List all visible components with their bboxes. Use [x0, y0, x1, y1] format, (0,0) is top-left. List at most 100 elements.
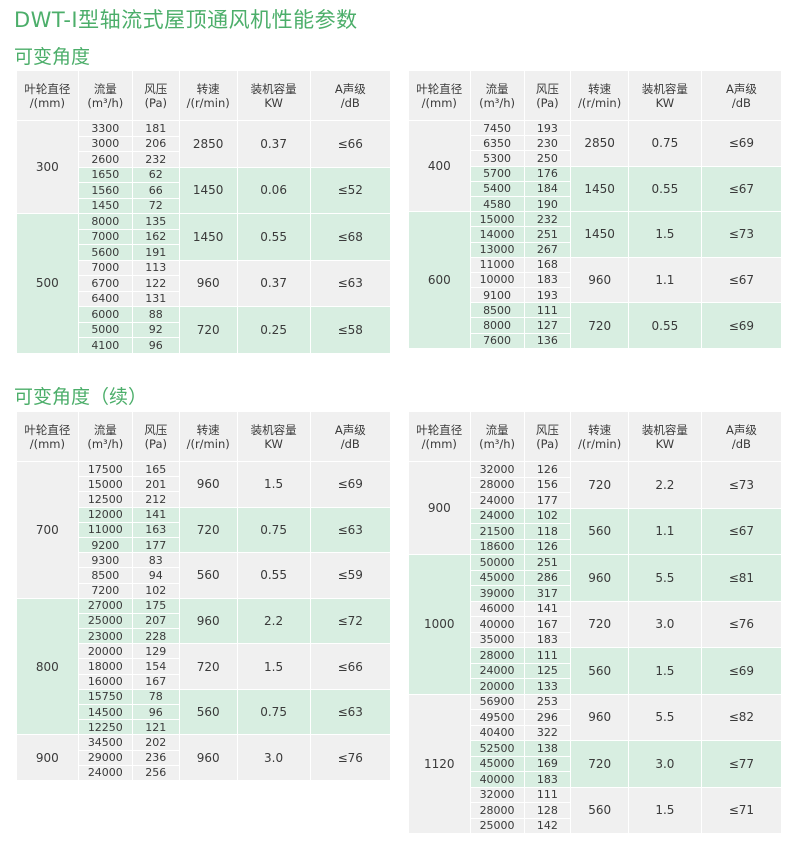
header-speed: 转速/(r/min) [178, 70, 238, 121]
table-row: 40000 167 [409, 616, 782, 633]
pressure-cell: 126 [523, 538, 572, 555]
flow-cell: 9200 [77, 536, 133, 554]
power-cell: 0.55 [628, 165, 702, 213]
pressure-cell: 66 [131, 182, 180, 199]
header-diameter-label: 叶轮直径 [24, 422, 71, 437]
header-diameter-unit: /(mm) [29, 95, 65, 110]
pressure-cell: 191 [131, 244, 180, 261]
flow-cell: 24000 [469, 662, 525, 679]
header-pressure-unit: (Pa) [144, 95, 168, 110]
table-row: 800 27000 175 960 2.2 ≤72 [16, 597, 392, 736]
flow-cell: 5700 [469, 165, 525, 182]
flow-cell: 32000 [469, 786, 525, 803]
diameter-cell: 300 [16, 120, 79, 214]
noise-cell: ≤68 [309, 213, 392, 261]
speed-cell: 2850 [570, 120, 630, 167]
header-noise-label: A声级 [334, 81, 366, 96]
flow-cell: 12250 [77, 719, 133, 736]
header-speed-label: 转速 [588, 422, 612, 437]
header-diameter-label: 叶轮直径 [416, 81, 463, 96]
pressure-cell: 253 [523, 693, 572, 710]
table-row: 40000 183 [409, 771, 782, 788]
flow-cell: 18000 [77, 658, 133, 675]
table-row: 18000 154 [17, 658, 391, 675]
header-flow: 流量 (m³/h) [469, 411, 525, 462]
pressure-cell: 118 [523, 523, 572, 540]
power-cell: 1.1 [628, 256, 702, 304]
pressure-cell: 121 [131, 719, 180, 736]
speed-cell: 960 [178, 597, 238, 645]
pressure-cell: 94 [131, 567, 180, 584]
table-row: 10000 183 [409, 271, 782, 289]
flow-cell: 7200 [77, 582, 133, 599]
flow-cell: 40400 [469, 724, 525, 741]
speed-cell: 960 [570, 554, 630, 602]
table-row: 4580 190 [409, 195, 782, 213]
pressure-cell: 122 [131, 275, 180, 292]
header-speed-label: 转速 [196, 422, 220, 437]
pressure-cell: 236 [131, 749, 180, 766]
power-cell: 0.06 [236, 166, 311, 214]
speed-cell: 1450 [178, 213, 238, 261]
table-row: 700 17500 165 960 1.5 ≤69 [16, 460, 392, 599]
flow-cell: 18600 [469, 538, 525, 555]
table-row: 28000 111 560 1.5 ≤69 [409, 647, 783, 695]
pressure-cell: 125 [523, 662, 572, 679]
power-cell: 1.5 [628, 786, 702, 834]
header-flow: 流量 (m³/h) [469, 70, 525, 121]
table-row: 900 34500 202 960 3.0 ≤76 [16, 734, 392, 781]
table-row: 4100 96 [17, 337, 391, 354]
pressure-cell: 286 [523, 569, 572, 586]
noise-cell: ≤52 [309, 166, 392, 214]
power-cell: 0.55 [628, 302, 702, 349]
pressure-cell: 128 [523, 802, 572, 819]
table-row: 45000 169 [409, 755, 782, 772]
pressure-cell: 167 [523, 616, 572, 633]
flow-cell: 39000 [469, 585, 525, 602]
diameter-cell: 600 [408, 211, 471, 349]
header-noise-label: A声级 [725, 81, 757, 96]
header-speed-unit: /(r/min) [578, 95, 622, 110]
table-row: 11000 168 960 1.1 ≤67 [409, 256, 783, 304]
header-diameter: 叶轮直径/(mm) [408, 411, 471, 462]
table-block-3: 叶轮直径/(mm) 流量 (m³/h) 风压 (Pa) 转速/(r/min) 装机容量 KW A… [16, 411, 392, 781]
flow-cell: 10000 [469, 271, 525, 289]
pressure-cell: 156 [523, 476, 572, 493]
table-row: 400 7450 193 2850 0.75 ≤69 [408, 119, 783, 213]
pressure-cell: 96 [131, 337, 180, 354]
pressure-cell: 175 [131, 597, 180, 614]
section-title-variable-angle: 可变角度 [14, 46, 91, 68]
pressure-cell: 165 [131, 460, 180, 478]
flow-cell: 4580 [469, 195, 525, 213]
header-row: 叶轮直径/(mm) 流量 (m³/h) 风压 (Pa) 转速/(r/min) 装机容量 KW A… [408, 70, 783, 121]
table-row: 5600 191 [17, 244, 391, 261]
header-pressure-label: 风压 [144, 81, 168, 96]
pressure-cell: 183 [523, 631, 572, 648]
flow-cell: 28000 [469, 476, 525, 493]
speed-cell: 720 [570, 740, 630, 788]
flow-cell: 15750 [77, 688, 133, 706]
noise-cell: ≤69 [700, 302, 783, 349]
flow-cell: 8500 [469, 302, 525, 319]
table-row: 21500 118 [409, 523, 782, 540]
header-noise-unit: /dB [340, 95, 360, 110]
power-cell: 0.75 [236, 506, 311, 554]
flow-cell: 45000 [469, 755, 525, 772]
flow-cell: 5400 [469, 180, 525, 197]
flow-cell: 23000 [77, 628, 133, 645]
header-flow: 流量 (m³/h) [77, 411, 133, 462]
pressure-cell: 201 [131, 476, 180, 493]
header-power-label: 装机容量 [250, 422, 297, 437]
table-block-1: 叶轮直径/(mm) 流量 (m³/h) 风压 (Pa) 转速/(r/min) 装机容量 KW A… [16, 70, 392, 354]
pressure-cell: 138 [523, 740, 572, 757]
noise-cell: ≤81 [700, 554, 783, 602]
page-title: DWT-I型轴流式屋顶通风机性能参数 [14, 8, 358, 32]
flow-cell: 34500 [77, 734, 133, 751]
table-block-4: 叶轮直径/(mm) 流量 (m³/h) 风压 (Pa) 转速/(r/min) 装机容量 KW A… [408, 411, 783, 834]
pressure-cell: 212 [131, 491, 180, 508]
flow-cell: 27000 [77, 597, 133, 614]
header-speed: 转速/(r/min) [570, 411, 630, 462]
flow-cell: 11000 [469, 256, 525, 273]
power-cell: 0.55 [236, 552, 311, 599]
header-noise: A声级/dB [309, 70, 392, 121]
